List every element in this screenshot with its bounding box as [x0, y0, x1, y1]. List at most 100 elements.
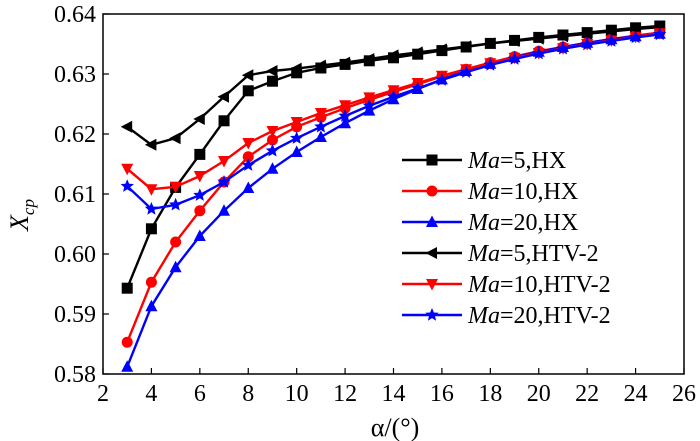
legend-entry-4-suffix: =5,HTV-2 — [500, 241, 599, 267]
legend-entry-4-label: Ma=5,HTV-2 — [467, 241, 599, 267]
x-tick-label-18: 18 — [478, 381, 502, 407]
series-2-point-7 — [266, 134, 278, 146]
legend-entry-1-label: Ma=5,HX — [467, 148, 566, 174]
series-1-point-1 — [121, 282, 133, 294]
series-6-point-21 — [604, 34, 618, 47]
series-4-point-18 — [532, 32, 544, 45]
x-tick-label-26: 26 — [672, 381, 696, 407]
series-5-point-4 — [193, 171, 206, 183]
series-5-point-6 — [242, 138, 255, 150]
x-tick-label-16: 16 — [430, 381, 454, 407]
series-6-point-2 — [144, 202, 159, 215]
x-axis-title: α/(°) — [371, 413, 420, 441]
series-1-point-4 — [194, 148, 206, 160]
series-6-point-4 — [193, 188, 207, 201]
x-tick-label-8: 8 — [242, 381, 254, 407]
y-tick-label-4: 0.62 — [54, 122, 96, 148]
series-5-point-2 — [145, 184, 158, 196]
series-5-point-3 — [169, 181, 182, 194]
series-4-point-11 — [362, 53, 375, 65]
series-4-point-21 — [604, 25, 617, 38]
legend-entry-6-suffix: =20,HTV-2 — [500, 303, 611, 329]
series-2-point-6 — [242, 151, 254, 163]
series-1-point-8 — [291, 67, 303, 79]
series-4-point-13 — [411, 46, 423, 59]
series-6-point-11 — [362, 98, 376, 112]
series-2-point-3 — [170, 236, 182, 248]
series-4-point-12 — [387, 49, 399, 62]
legend-entry-3-marker — [426, 215, 438, 227]
series-4-point-4 — [193, 113, 205, 125]
legend-entry-6: Ma=20,HTV-2 — [402, 303, 611, 329]
series-4 — [120, 21, 665, 151]
series-3-point-1 — [121, 360, 134, 372]
x-tick-label-22: 22 — [575, 381, 599, 407]
series-1-point-2 — [145, 223, 157, 235]
legend-entry-6-marker — [425, 308, 439, 321]
series-4-point-3 — [169, 132, 181, 145]
tick-labels-group: 2 4 6 8 10 12 14 16 18 20 22 24 260.580.590.600.610.… — [54, 2, 696, 407]
legend-entry-6-label: Ma=20,HTV-2 — [467, 303, 611, 329]
legend-entry-4-ma: Ma — [467, 241, 500, 267]
series-4-point-10 — [338, 56, 351, 69]
series-6-point-15 — [459, 65, 473, 78]
series-4-point-7 — [266, 65, 278, 77]
series-3-point-4 — [193, 229, 206, 241]
legend-entry-2-marker — [426, 185, 438, 197]
series-6-point-5 — [217, 175, 231, 188]
series-6-point-3 — [169, 197, 183, 211]
legend-entry-2-label: Ma=10,HX — [467, 179, 578, 205]
series-3-point-6 — [242, 181, 255, 193]
series-3-point-9 — [314, 130, 327, 142]
legend-entry-3-ma: Ma — [467, 210, 500, 236]
series-4-point-8 — [290, 62, 302, 75]
legend-entry-2-ma: Ma — [467, 179, 500, 205]
legend-entry-6-ma: Ma — [467, 303, 500, 329]
legend-entry-1: Ma=5,HX — [402, 148, 566, 174]
x-tick-label-2: 2 — [97, 381, 109, 407]
x-tick-label-14: 14 — [382, 381, 406, 407]
series-6-point-22 — [628, 30, 643, 44]
series-5-point-8 — [290, 117, 303, 129]
series-5-point-9 — [314, 108, 327, 120]
series-4-point-5 — [217, 90, 229, 103]
series-3-point-2 — [145, 299, 158, 312]
series-6-point-12 — [386, 89, 401, 103]
y-tick-label-1: 0.59 — [54, 302, 96, 328]
y-tick-label-5: 0.63 — [54, 62, 96, 88]
legend-entry-1-suffix: =5,HX — [500, 148, 566, 174]
x-tick-label-10: 10 — [285, 381, 309, 407]
series-4-point-1 — [120, 120, 133, 133]
series-6-point-10 — [338, 109, 352, 122]
x-tick-label-4: 4 — [145, 381, 157, 407]
legend-entry-4-marker — [425, 247, 437, 259]
series-3-point-11 — [363, 104, 376, 116]
y-tick-label-2: 0.60 — [54, 242, 96, 268]
series-6-point-13 — [411, 81, 425, 95]
x-tick-label-12: 12 — [333, 381, 357, 407]
series-1-point-6 — [242, 85, 254, 97]
legend-entry-3-label: Ma=20,HX — [467, 210, 578, 236]
x-tick-label-24: 24 — [624, 381, 648, 407]
series-1-point-7 — [266, 75, 278, 87]
series-4-point-6 — [241, 69, 254, 82]
y-axis-title: Xcp — [5, 199, 38, 232]
series-3-point-10 — [339, 116, 352, 129]
series-4-point-20 — [580, 27, 593, 40]
series-2-point-4 — [194, 205, 206, 217]
series-3-point-7 — [266, 162, 279, 174]
legend-entry-1-marker — [426, 154, 438, 166]
series-6-point-16 — [483, 58, 497, 71]
series-1-point-5 — [218, 115, 230, 127]
legend-entry-3: Ma=20,HX — [402, 210, 578, 236]
series-2-point-2 — [145, 276, 157, 288]
series-4-point-17 — [508, 35, 520, 47]
series-group — [120, 20, 667, 372]
legend-entry-5-marker — [426, 279, 438, 291]
series-3-point-5 — [218, 204, 230, 216]
legend-entry-5-label: Ma=10,HTV-2 — [467, 272, 611, 298]
y-tick-label-6: 0.64 — [54, 2, 96, 28]
series-2-point-1 — [121, 336, 133, 348]
series-6-point-7 — [265, 143, 280, 157]
series-6-point-17 — [507, 52, 522, 65]
